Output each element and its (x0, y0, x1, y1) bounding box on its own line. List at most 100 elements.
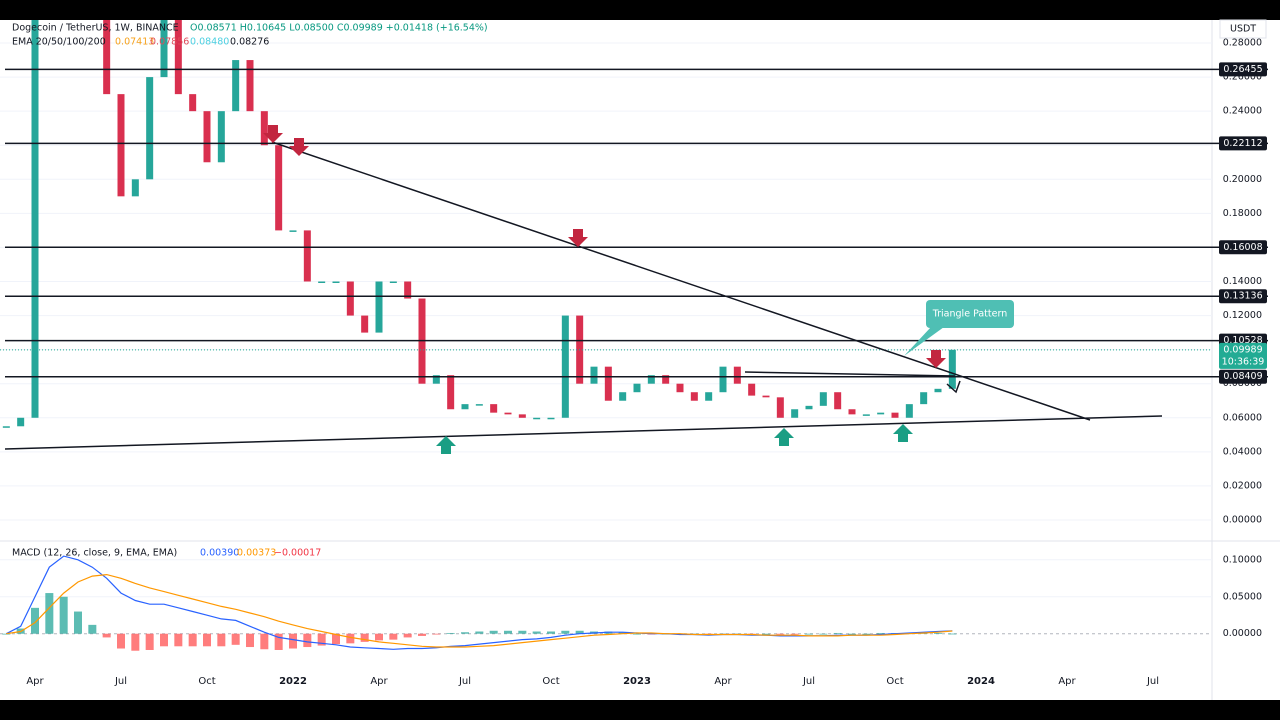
level-label: 0.08409 (1223, 371, 1262, 382)
x-tick-label: Jul (458, 676, 471, 687)
signal-line (6, 573, 953, 648)
candle (647, 375, 655, 384)
level-label: 0.26455 (1223, 64, 1262, 75)
x-tick-label: 2024 (967, 676, 995, 687)
histogram-bar (74, 611, 82, 634)
histogram-bar (403, 633, 412, 638)
histogram-bar (274, 633, 283, 650)
candle (361, 315, 369, 333)
level-label-box (1219, 240, 1267, 255)
candle (174, 20, 182, 95)
arrow-head (946, 380, 961, 394)
x-tick-label: Apr (1058, 676, 1076, 687)
background (0, 20, 1280, 700)
histogram-bar (618, 632, 627, 634)
candle (791, 409, 799, 418)
level-label: 0.10528 (1223, 335, 1262, 346)
y-tick-label: 0.28000 (1223, 38, 1262, 49)
histogram-bar (217, 633, 226, 647)
up-arrow (436, 436, 456, 454)
candle (891, 412, 899, 418)
histogram-bar (317, 633, 326, 646)
histogram-bar (203, 633, 211, 647)
candle (275, 145, 283, 231)
currency[interactable]: USDT (1230, 24, 1256, 35)
y-tick-label: 0.24000 (1223, 106, 1262, 117)
histogram-bar (346, 633, 355, 644)
histogram-bar (303, 633, 312, 648)
x-tick-label: 2023 (623, 676, 651, 687)
candle (17, 417, 25, 427)
y-tick-label: 0.06000 (1223, 412, 1262, 423)
histogram-bar (848, 633, 856, 635)
ema-value: 0.07413 (115, 37, 154, 48)
up-arrow (893, 424, 913, 442)
candle (346, 281, 354, 316)
currency-box[interactable] (1219, 19, 1267, 39)
x-tick-label: Oct (542, 676, 559, 687)
histogram-bar (2, 633, 11, 635)
upper-trendline (271, 141, 1091, 421)
y-tick-label: 0.26000 (1223, 72, 1262, 83)
macd-readout: 0.00390 (200, 548, 239, 559)
level-label-box (1219, 289, 1267, 304)
candle (905, 404, 913, 418)
level-label: 0.13136 (1223, 291, 1262, 302)
histogram-bar (518, 630, 527, 634)
breakout-line (744, 371, 956, 377)
down-arrow (289, 138, 309, 156)
candle (189, 94, 197, 112)
histogram-bar (633, 633, 641, 635)
candle (662, 375, 670, 384)
candle (805, 405, 813, 410)
up-arrow (774, 428, 794, 446)
histogram-bar (31, 607, 39, 634)
candle (948, 349, 956, 389)
green-arrows (436, 424, 913, 454)
macd-line (6, 555, 953, 650)
histogram-bar (117, 633, 125, 649)
y-tick-label: 0.20000 (1223, 174, 1262, 185)
macd-readout: −0.00017 (274, 548, 321, 559)
candle (819, 392, 827, 406)
x-tick-label: Jul (1146, 676, 1159, 687)
candle (447, 375, 455, 410)
candle (862, 414, 870, 416)
y-tick-label: 0.00000 (1223, 514, 1262, 525)
y-tick-label: 0.00000 (1223, 628, 1262, 639)
y-tick-label: 0.14000 (1223, 276, 1262, 287)
histogram-bar (805, 633, 813, 635)
candle (217, 111, 225, 163)
candle (834, 392, 842, 410)
histogram-bar (776, 633, 785, 635)
candle (2, 426, 10, 428)
callout (926, 300, 1014, 328)
histogram-bar (461, 632, 469, 634)
candle (31, 20, 39, 418)
histogram-bar (360, 633, 369, 642)
histogram-bar (131, 633, 140, 651)
x-tick-label: Apr (26, 676, 44, 687)
candle (533, 417, 541, 420)
down-arrow (568, 229, 588, 247)
candle (117, 94, 125, 197)
histogram-bar (260, 633, 269, 650)
histogram-bar (475, 631, 484, 634)
histogram-bar (833, 632, 842, 634)
candle (848, 409, 856, 415)
candle (676, 383, 684, 393)
symbol: Dogecoin / TetherUS, 1W, BINANCE (12, 23, 179, 34)
histogram-bar (145, 633, 154, 650)
candle (733, 366, 741, 384)
candle (289, 230, 297, 232)
down-arrow (926, 350, 946, 368)
candle (475, 404, 483, 406)
histogram-bar (289, 633, 297, 649)
candle (332, 281, 340, 283)
histogram-bar (59, 596, 68, 634)
histogram-bar (504, 630, 512, 634)
candle (131, 179, 139, 197)
histogram-bar (561, 630, 570, 634)
candle (303, 230, 311, 282)
